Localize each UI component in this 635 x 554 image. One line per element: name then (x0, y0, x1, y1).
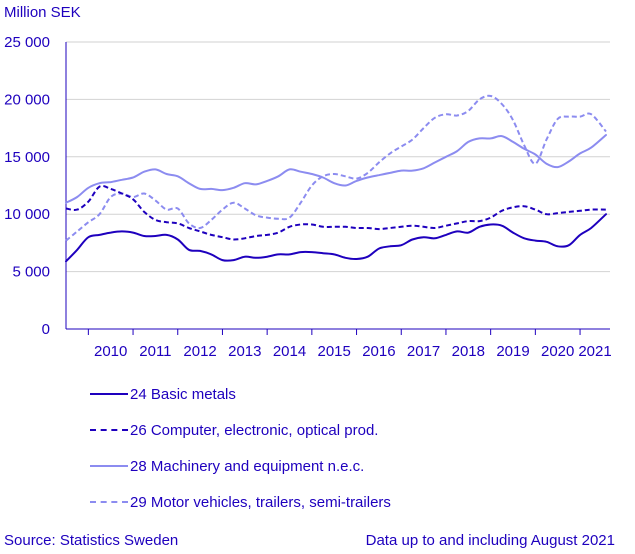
source-note: Source: Statistics Sweden (4, 532, 179, 549)
legend-swatch-motor (90, 501, 128, 503)
legend-label-machinery: 28 Machinery and equipment n.e.c. (130, 457, 365, 475)
x-tick-label: 2020 (541, 343, 574, 360)
x-tick-label: 2019 (496, 343, 529, 360)
x-tick-label: 2014 (273, 343, 306, 360)
y-tick-label: 25 000 (4, 34, 50, 51)
legend-label-motor: 29 Motor vehicles, trailers, semi-traile… (130, 493, 391, 511)
x-tick-label: 2012 (183, 343, 216, 360)
legend-label-basic-metals: 24 Basic metals (130, 385, 236, 403)
series-line-computer (65, 184, 607, 241)
x-tick-label: 2017 (407, 343, 440, 360)
y-tick-label: 5 000 (12, 264, 50, 281)
x-tick-label: 2015 (318, 343, 351, 360)
data-note: Data up to and including August 2021 (365, 532, 615, 549)
series-line-machinery (65, 134, 607, 204)
legend-swatch-basic-metals (90, 393, 128, 395)
legend-item-machinery: 28 Machinery and equipment n.e.c. (90, 448, 391, 484)
y-tick-label: 15 000 (4, 149, 50, 166)
x-tick-label: 2011 (139, 343, 171, 360)
y-tick-label: 0 (42, 321, 50, 338)
series-layer (65, 94, 607, 263)
axis-layer: 0 5 000 10 000 15 000 20 000 25 000 2010 2011 20… (4, 34, 612, 360)
x-tick-label: 2021 (578, 343, 611, 360)
x-tick-label: 2010 (94, 343, 127, 360)
legend-item-basic-metals: 24 Basic metals (90, 376, 391, 412)
x-tick-label: 2013 (228, 343, 261, 360)
y-tick-label: 10 000 (4, 206, 50, 223)
x-tick-label: 2018 (452, 343, 485, 360)
legend: 24 Basic metals 26 Computer, electronic,… (90, 376, 391, 520)
y-tick-label: 20 000 (4, 91, 50, 108)
series-line-basic-metals (65, 213, 607, 263)
grid-layer (66, 41, 610, 273)
series-line-motor (65, 94, 607, 242)
legend-item-computer: 26 Computer, electronic, optical prod. (90, 412, 391, 448)
y-axis-unit-label: Million SEK (4, 4, 81, 21)
legend-swatch-computer (90, 429, 128, 431)
x-tick-label: 2016 (362, 343, 395, 360)
legend-swatch-machinery (90, 465, 128, 467)
legend-label-computer: 26 Computer, electronic, optical prod. (130, 421, 379, 439)
legend-item-motor: 29 Motor vehicles, trailers, semi-traile… (90, 484, 391, 520)
